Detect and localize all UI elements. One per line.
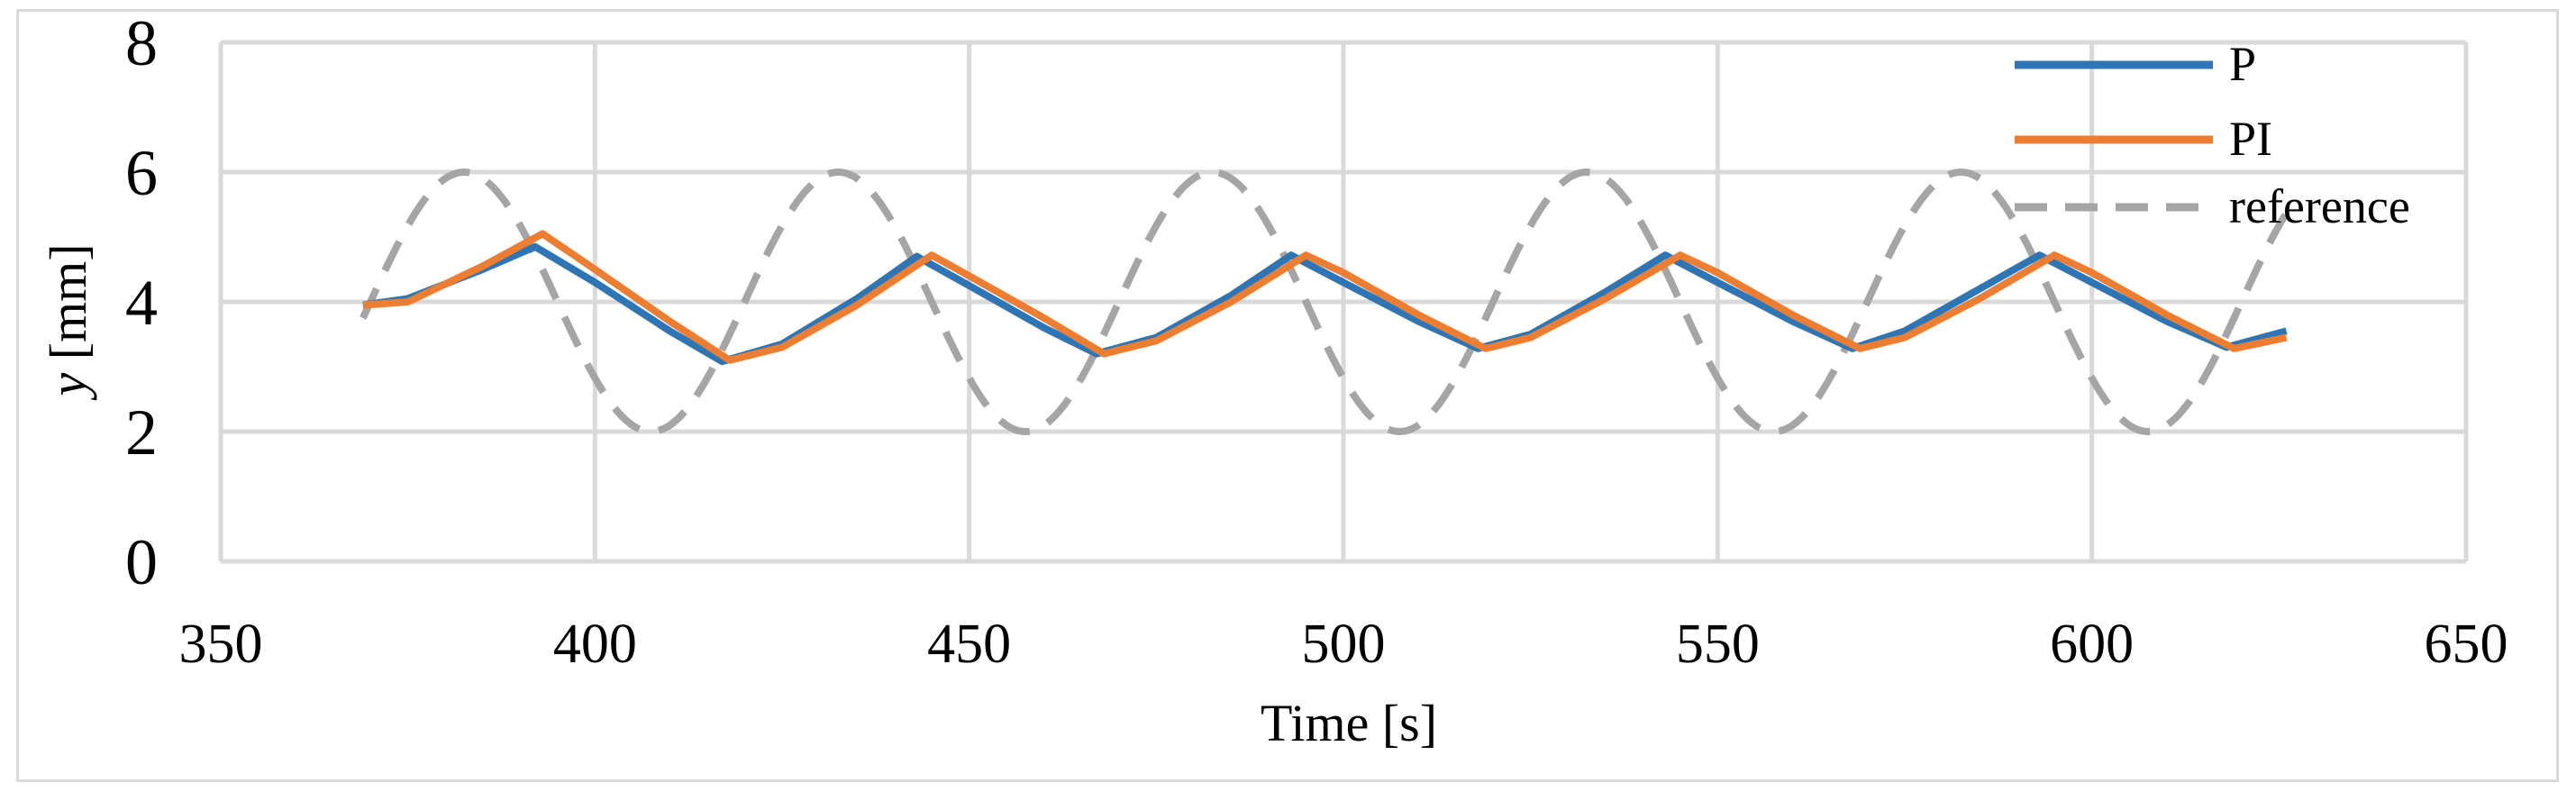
y-tick-label: 2 [125, 396, 158, 469]
x-axis-label: Time [s] [1261, 694, 1437, 752]
y-axis-label-unit: [mm] [39, 243, 97, 372]
y-tick-label: 0 [125, 526, 158, 598]
x-tick-label: 600 [2050, 614, 2134, 675]
x-tick-label: 400 [553, 614, 637, 675]
series-line-pi [362, 230, 2288, 364]
x-tick-label: 450 [927, 614, 1011, 675]
y-tick-label: 4 [125, 267, 158, 339]
x-tick-label: 550 [1676, 614, 1760, 675]
x-tick-labels: 350 400 450 500 550 600 650 [179, 614, 2508, 675]
y-tick-label: 6 [125, 137, 158, 209]
series-line-p [362, 242, 2288, 366]
y-axis-label: y [mm] [39, 243, 97, 400]
grid-lines [218, 40, 2469, 564]
y-tick-labels: 0 2 4 6 8 [125, 7, 158, 598]
x-tick-label: 350 [179, 614, 263, 675]
legend: P PI reference [2015, 37, 2410, 233]
series-line-reference [360, 168, 2290, 436]
legend-label-reference: reference [2229, 179, 2410, 233]
y-axis-label-var: y [39, 373, 97, 401]
legend-label-p: P [2229, 37, 2256, 91]
x-tick-label: 650 [2425, 614, 2508, 675]
x-tick-label: 500 [1302, 614, 1386, 675]
y-tick-label: 8 [125, 7, 158, 79]
legend-label-pi: PI [2229, 112, 2272, 166]
series-lines [360, 168, 2290, 436]
